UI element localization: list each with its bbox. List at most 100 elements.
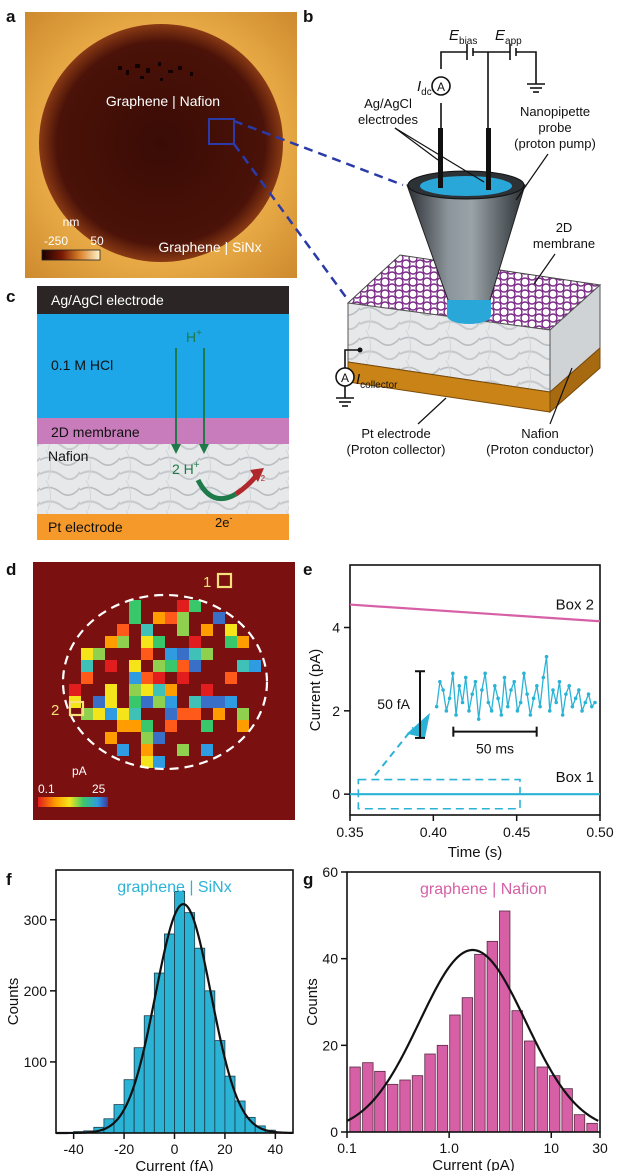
e-inset-point [531,696,536,701]
g-bar [387,1083,399,1133]
map-cell [105,708,117,720]
map-cell [177,624,189,636]
e-x-tick-label: 0.40 [420,824,447,840]
map-cell [225,636,237,648]
f-bar [194,947,206,1134]
layer-2d-membrane [37,418,289,444]
e-inset-point [560,713,565,717]
ammeter-collector-symbol: A [341,371,349,385]
e-inset-point [589,704,594,709]
e-inset-point [480,688,484,692]
e-inset-point [525,692,529,696]
e-inset-point [583,700,588,705]
e-inset-point [451,671,455,676]
current-map-cells [69,600,261,768]
layer-pt [37,514,289,540]
e-inset-point [518,700,523,705]
map-cell [105,660,117,672]
e-x-tick-label: 0.50 [586,824,613,840]
layer-nafion [37,444,289,514]
map-cell [129,672,141,684]
map-cell [129,696,141,708]
map-cell [129,720,141,732]
collector-wires [336,349,360,407]
afm-graphene-nafion-region [39,24,283,262]
map-cell [201,624,213,636]
e-inset-point [447,696,452,701]
e-inset-point [577,688,581,692]
e-inset-point [564,692,568,696]
e-inset-point [580,709,584,713]
g-bar [511,1010,523,1133]
afm-outer-label: Graphene | SiNx [158,239,261,255]
map-cell [153,612,165,624]
e-inset-point [457,684,462,688]
probe-label-2: probe [538,120,571,135]
g-bar [461,997,474,1133]
e-inset-point [538,704,542,709]
layer-agagcl [37,286,289,314]
map-cell [237,720,249,732]
map-cell [225,696,237,708]
map-cell [153,756,165,768]
map-cell [153,672,165,684]
e-inset-point [438,679,442,684]
nanopipette-electrolyte [420,176,512,196]
e-inset-point [441,688,445,692]
map-cell [105,696,117,708]
map-cell [93,708,105,720]
map-box-1-label: 1 [203,574,211,591]
f-bar [204,990,216,1134]
e-inset-point [570,704,575,709]
map-cell [141,696,153,708]
map-colorbar-min: 0.1 [38,782,55,796]
g-y-tick-label: 20 [322,1037,338,1053]
map-cell [81,648,93,660]
map-cell [153,696,165,708]
map-colorbar-unit: pA [72,764,87,778]
e-scalebar-current-label: 50 fA [377,696,410,712]
reaction-arc-red [234,474,258,497]
e-y-axis-label: Current (pA) [307,649,324,732]
e-series-label: Box 2 [556,596,594,613]
map-cell [189,708,201,720]
g-bar [436,1044,449,1133]
pt-pointer [417,397,447,425]
map-cell [177,600,189,612]
panel-c: c Ag/AgCl electrode 0.1 M HCl 2D membran… [6,286,289,540]
e-inset-point [512,679,517,684]
pt-electrode-side [549,346,601,414]
afm-dark-speckles [118,62,193,81]
e-inset-point [470,692,475,696]
e-inset-point [444,709,449,713]
f-bar [184,912,196,1134]
e-x-tick-label: 0.45 [503,824,530,840]
e-inset-point [551,688,555,692]
e-inset-point [593,700,597,705]
probe-pointer [515,153,549,201]
e-inset-point [541,675,546,680]
layer-agagcl-label: Ag/AgCl electrode [51,292,164,308]
g-bar [486,940,499,1133]
map-cell [141,744,153,756]
membrane-pointer [533,253,556,285]
afm-zoom-box [208,118,235,145]
g-bar [374,1070,386,1133]
g-bar [411,1075,424,1133]
g-bar [573,1114,586,1133]
map-cell [129,708,141,720]
map-cell [177,648,189,660]
reaction-arrowhead [250,468,264,482]
panel-label-e: e [303,560,312,579]
proton-mid-label: 2 H+ [172,460,200,477]
e-zoom-arrow [374,726,415,777]
f-x-axis-label: Current (fA) [135,1158,213,1171]
map-cell [141,732,153,744]
map-cell [201,720,213,732]
g-x-tick-label: 10 [543,1140,559,1156]
pt-label-2: (Proton collector) [347,442,446,457]
f-fit-curve [55,902,294,1135]
map-cell [189,696,201,708]
layer-pt-label: Pt electrode [48,519,123,535]
map-cell [201,684,213,696]
